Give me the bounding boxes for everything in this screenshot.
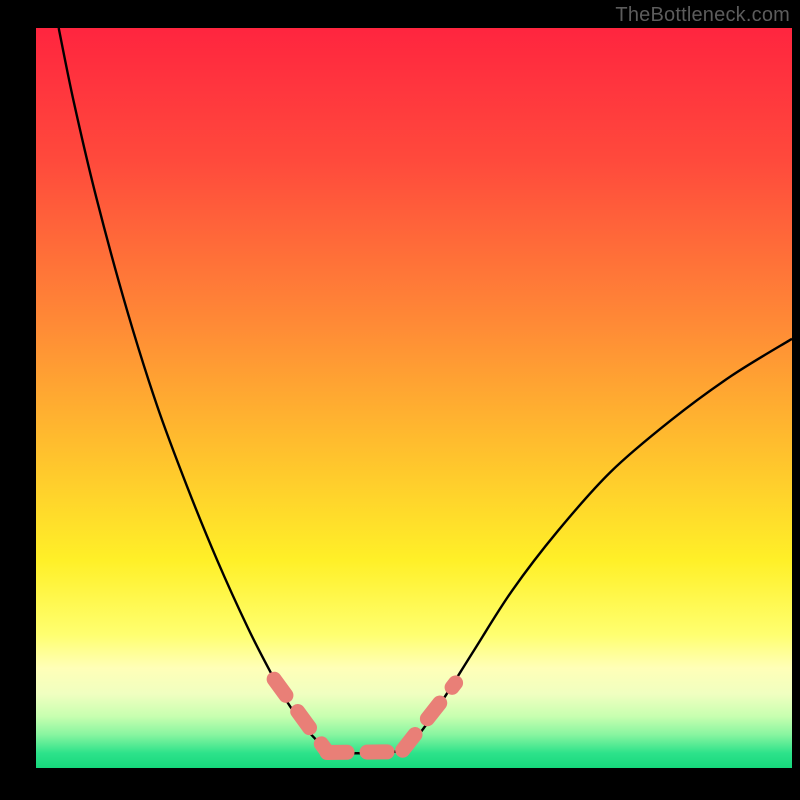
bottleneck-chart-svg — [36, 28, 792, 768]
overlay-seg-1 — [327, 752, 403, 753]
plot-area — [36, 28, 792, 768]
chart-container: TheBottleneck.com — [0, 0, 800, 800]
chart-background — [36, 28, 792, 768]
watermark-text: TheBottleneck.com — [615, 4, 790, 27]
